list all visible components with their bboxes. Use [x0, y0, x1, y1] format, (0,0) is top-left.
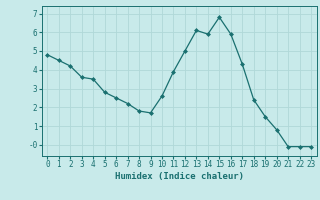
X-axis label: Humidex (Indice chaleur): Humidex (Indice chaleur) — [115, 172, 244, 181]
